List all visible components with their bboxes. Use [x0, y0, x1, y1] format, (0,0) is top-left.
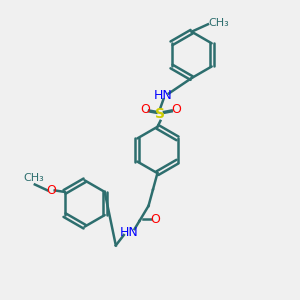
Text: O: O [46, 184, 56, 197]
Text: S: S [155, 107, 165, 121]
Text: O: O [171, 103, 181, 116]
Text: O: O [150, 213, 160, 226]
Text: HN: HN [154, 88, 173, 101]
Text: CH₃: CH₃ [209, 18, 230, 28]
Text: HN: HN [120, 226, 139, 238]
Text: CH₃: CH₃ [23, 173, 44, 183]
Text: O: O [140, 103, 150, 116]
